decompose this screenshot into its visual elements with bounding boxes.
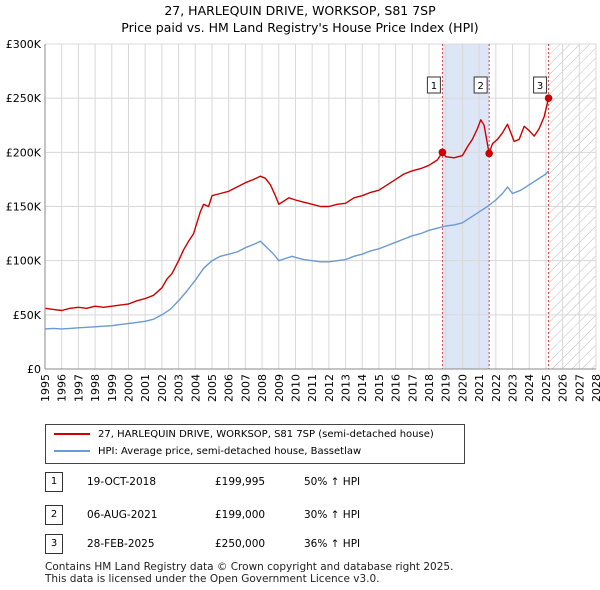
sale-point [438, 148, 447, 157]
sale-number: 2 [45, 505, 63, 525]
sale-point [544, 94, 553, 102]
x-tick-label: 2016 [390, 374, 403, 402]
x-tick-label: 2022 [490, 374, 503, 402]
x-tick-label: 1997 [72, 374, 85, 402]
x-tick-label: 2002 [156, 374, 169, 402]
sale-label-frame [426, 76, 441, 94]
title-line-2: Price paid vs. HM Land Registry's House … [121, 20, 479, 35]
sale-point [485, 149, 493, 158]
x-tick-label: 2014 [356, 374, 369, 402]
title-line-1: 27, HARLEQUIN DRIVE, WORKSOP, S81 7SP [164, 3, 436, 18]
x-tick-label: 2025 [540, 374, 553, 402]
footer-line-1: Contains HM Land Registry data © Crown c… [45, 561, 454, 573]
x-tick-label: 2013 [340, 374, 353, 402]
x-tick-label: 2008 [256, 374, 269, 402]
x-tick-label: 2004 [189, 374, 202, 402]
chart-title: 27, HARLEQUIN DRIVE, WORKSOP, S81 7SP Pr… [0, 2, 600, 36]
sale-hpi-change: 50% ↑ HPI [304, 476, 361, 488]
x-tick-label: 2011 [306, 374, 319, 402]
legend-property: 27, HARLEQUIN DRIVE, WORKSOP, S81 7SP (s… [54, 427, 434, 443]
x-tick-label: 1995 [39, 374, 52, 402]
x-tick-label: 2017 [406, 374, 419, 402]
x-tick-label: 2006 [223, 374, 236, 402]
sale-number: 1 [45, 472, 63, 492]
y-tick-label: £50K [13, 309, 42, 322]
legend-hpi-swatch [54, 450, 90, 452]
sale-hpi-change: 36% ↑ HPI [304, 538, 361, 550]
sale-label-box: 1 [426, 76, 441, 94]
sale-date: 19-OCT-2018 [87, 476, 156, 488]
x-tick-label: 2018 [423, 374, 436, 402]
x-tick-label: 2021 [473, 374, 486, 402]
sale-label-box: 2 [473, 76, 488, 94]
sale-price: £199,995 [215, 476, 266, 488]
x-tick-label: 2000 [122, 374, 135, 402]
x-tick-label: 1999 [106, 374, 119, 402]
x-tick-label: 2028 [590, 374, 600, 402]
chart-legend: 27, HARLEQUIN DRIVE, WORKSOP, S81 7SP (s… [45, 424, 465, 464]
legend-hpi-label: HPI: Average price, semi-detached house,… [98, 446, 362, 457]
price-chart: 1 2 3 £0 £50K £100K £150K £200K £250K £300K 1995 19… [6, 38, 600, 402]
y-tick-label: £250K [6, 92, 42, 105]
x-tick-label: 2003 [173, 374, 186, 402]
sale-label-number: 1 [431, 81, 437, 92]
footer-line-2: This data is licensed under the Open Gov… [45, 573, 380, 585]
y-tick-label: £100K [6, 255, 42, 268]
x-tick-label: 2010 [289, 374, 302, 402]
sale-label-number: 3 [537, 81, 543, 92]
x-tick-label: 2015 [373, 374, 386, 402]
sale-date: 06-AUG-2021 [87, 509, 158, 521]
x-tick-label: 2012 [323, 374, 336, 402]
x-tick-label: 1998 [89, 374, 102, 402]
footer: Contains HM Land Registry data © Crown c… [45, 561, 453, 585]
x-tick-label: 2019 [440, 374, 453, 402]
x-tick-label: 1996 [56, 374, 69, 402]
legend-hpi: HPI: Average price, semi-detached house,… [54, 444, 361, 460]
x-tick-label: 2024 [523, 374, 536, 402]
x-tick-label: 2005 [206, 374, 219, 402]
y-tick-label: £300K [6, 38, 42, 51]
legend-property-swatch [54, 433, 90, 435]
sale-label-box: 3 [533, 76, 548, 94]
sale-number: 3 [45, 534, 63, 554]
hpi-series-line [44, 170, 550, 330]
y-tick-label: £150K [6, 201, 42, 214]
sale-hpi-change: 30% ↑ HPI [304, 509, 361, 521]
x-tick-label: 2009 [273, 374, 286, 402]
sale-price: £250,000 [215, 538, 266, 550]
sale-label-frame [473, 76, 488, 94]
x-tick-label: 2023 [507, 374, 520, 402]
y-tick-label: £200K [6, 146, 42, 159]
x-tick-label: 2020 [456, 374, 469, 402]
legend-property-label: 27, HARLEQUIN DRIVE, WORKSOP, S81 7SP (s… [98, 429, 434, 440]
x-tick-label: 2001 [139, 374, 152, 402]
sale-date: 28-FEB-2025 [87, 538, 155, 550]
sale-label-frame [533, 76, 548, 94]
x-tick-label: 2027 [573, 374, 586, 402]
sale-price: £199,000 [215, 509, 266, 521]
y-tick-label: £0 [27, 363, 41, 376]
x-tick-label: 2007 [239, 374, 252, 402]
x-tick-label: 2026 [557, 374, 570, 402]
sale-label-number: 2 [477, 81, 483, 92]
